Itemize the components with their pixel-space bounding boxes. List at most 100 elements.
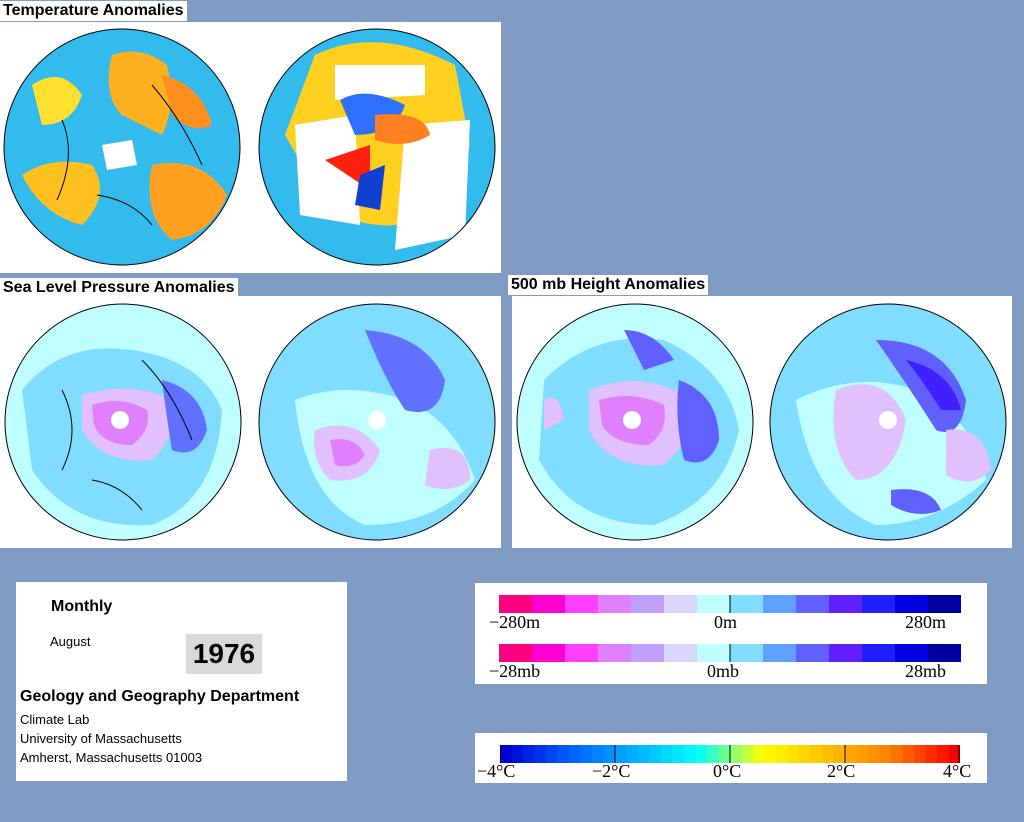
- department-label: Geology and Geography Department: [20, 688, 300, 705]
- temp-label-minus4: −4°C: [477, 761, 516, 781]
- temperature-colorbar-swatch: [833, 745, 846, 763]
- height-colorbar-swatch: [598, 595, 632, 613]
- temperature-colorbar-swatch: [569, 745, 581, 763]
- temperature-colorbar-swatch: [925, 745, 938, 763]
- temperature-colorbar-swatch: [891, 745, 903, 763]
- temperature-colorbar-swatch: [707, 745, 719, 763]
- slp-title: Sea Level Pressure Anomalies: [0, 278, 238, 298]
- height500-north-globe: [516, 303, 754, 541]
- temperature-colorbar-swatch: [649, 745, 662, 763]
- pressure-right-label: 28mb: [905, 661, 947, 681]
- temperature-colorbar-swatch: [638, 745, 650, 763]
- pressure-colorbar-swatch: [862, 644, 896, 662]
- temperature-colorbar-swatch: [500, 745, 512, 763]
- temperature-colorbar-swatch: [741, 745, 754, 763]
- height-colorbar-swatch: [565, 595, 599, 613]
- temperature-title: Temperature Anomalies: [0, 1, 187, 21]
- height-colorbar-swatch: [928, 595, 961, 613]
- pressure-colorbar-swatch: [631, 644, 665, 662]
- pressure-left-label: −28mb: [489, 661, 541, 681]
- temperature-colorbar-swatch: [511, 745, 524, 763]
- height-left-label: −280m: [489, 612, 541, 632]
- temperature-colorbar-swatch: [845, 745, 857, 763]
- temperature-colorbar-swatch: [787, 745, 800, 763]
- pressure-colorbar-swatch: [565, 644, 599, 662]
- temperature-legend: −4°C −2°C 0°C 2°C 4°C: [475, 733, 987, 783]
- temperature-colorbar-swatch: [948, 745, 960, 763]
- height-colorbar-swatch: [499, 595, 533, 613]
- height-colorbar-swatch: [532, 595, 566, 613]
- temperature-colorbar-swatch: [603, 745, 616, 763]
- slp-north-globe: [4, 303, 242, 541]
- pressure-colorbar-swatch: [697, 644, 731, 662]
- address-label: Amherst, Massachusetts 01003: [20, 750, 203, 765]
- temperature-colorbar-swatch: [856, 745, 869, 763]
- temperature-colorbar-swatch: [672, 745, 685, 763]
- temperature-colorbar-swatch: [776, 745, 788, 763]
- pressure-colorbar-swatch: [664, 644, 698, 662]
- temperature-colorbar-swatch: [822, 745, 834, 763]
- temperature-colorbar-swatch: [914, 745, 926, 763]
- height-colorbar-swatch: [697, 595, 731, 613]
- temperature-colorbar-swatch: [615, 745, 627, 763]
- temp-label-2: 2°C: [827, 761, 856, 781]
- pressure-colorbar-swatch: [829, 644, 863, 662]
- info-box: Monthly August 1976 Geology and Geograph…: [16, 582, 347, 781]
- height-colorbar-swatch: [796, 595, 830, 613]
- height-colorbar-swatch: [763, 595, 797, 613]
- temperature-colorbar-swatch: [868, 745, 880, 763]
- slp-south-globe: [258, 303, 496, 541]
- month-label: August: [50, 634, 91, 649]
- height-colorbar-swatch: [664, 595, 698, 613]
- pressure-colorbar-swatch: [763, 644, 797, 662]
- temperature-colorbar-swatch: [937, 745, 949, 763]
- temperature-colorbar-swatch: [534, 745, 547, 763]
- temperature-colorbar-swatch: [753, 745, 765, 763]
- temperature-colorbar-swatch: [684, 745, 696, 763]
- height-colorbar-swatch: [862, 595, 896, 613]
- temperature-colorbar-swatch: [810, 745, 823, 763]
- pressure-colorbar-swatch: [532, 644, 566, 662]
- height-colorbar-swatch: [895, 595, 929, 613]
- temperature-colorbar-swatch: [799, 745, 811, 763]
- temperature-colorbar-swatch: [592, 745, 604, 763]
- height-colorbar-swatch: [631, 595, 665, 613]
- temperature-colorbar: [500, 745, 960, 763]
- temperature-colorbar-swatch: [902, 745, 915, 763]
- pressure-colorbar: [499, 644, 961, 662]
- temperature-colorbar-swatch: [695, 745, 708, 763]
- temp-label-minus2: −2°C: [592, 761, 631, 781]
- temperature-south-globe: [258, 28, 496, 266]
- pressure-colorbar-swatch: [895, 644, 929, 662]
- pressure-colorbar-swatch: [928, 644, 961, 662]
- temperature-colorbar-swatch: [764, 745, 777, 763]
- pressure-mid-label: 0mb: [707, 661, 740, 681]
- pressure-colorbar-swatch: [598, 644, 632, 662]
- year-label: 1976: [186, 634, 262, 674]
- pressure-colorbar-swatch: [730, 644, 764, 662]
- height-mid-label: 0m: [714, 612, 738, 632]
- temperature-colorbar-swatch: [557, 745, 570, 763]
- height-right-label: 280m: [905, 612, 947, 632]
- pressure-colorbar-swatch: [796, 644, 830, 662]
- anomaly-legend: −280m 0m 280m −28mb 0mb 28mb: [475, 583, 987, 684]
- temperature-colorbar-swatch: [730, 745, 742, 763]
- temperature-colorbar-swatch: [580, 745, 593, 763]
- pressure-colorbar-swatch: [499, 644, 533, 662]
- height500-south-globe: [769, 303, 1007, 541]
- temperature-colorbar-swatch: [546, 745, 558, 763]
- temperature-colorbar-swatch: [523, 745, 535, 763]
- university-label: University of Massachusetts: [20, 731, 182, 746]
- temperature-colorbar-swatch: [718, 745, 731, 763]
- temp-label-0: 0°C: [713, 761, 742, 781]
- temperature-colorbar-swatch: [879, 745, 892, 763]
- lab-label: Climate Lab: [20, 712, 90, 727]
- period-label: Monthly: [51, 598, 113, 615]
- temperature-north-globe: [3, 28, 241, 266]
- height-colorbar: [499, 595, 961, 613]
- temperature-colorbar-swatch: [626, 745, 639, 763]
- temperature-colorbar-swatch: [661, 745, 673, 763]
- temp-label-4: 4°C: [943, 761, 972, 781]
- height-colorbar-swatch: [730, 595, 764, 613]
- height500-title: 500 mb Height Anomalies: [508, 275, 709, 295]
